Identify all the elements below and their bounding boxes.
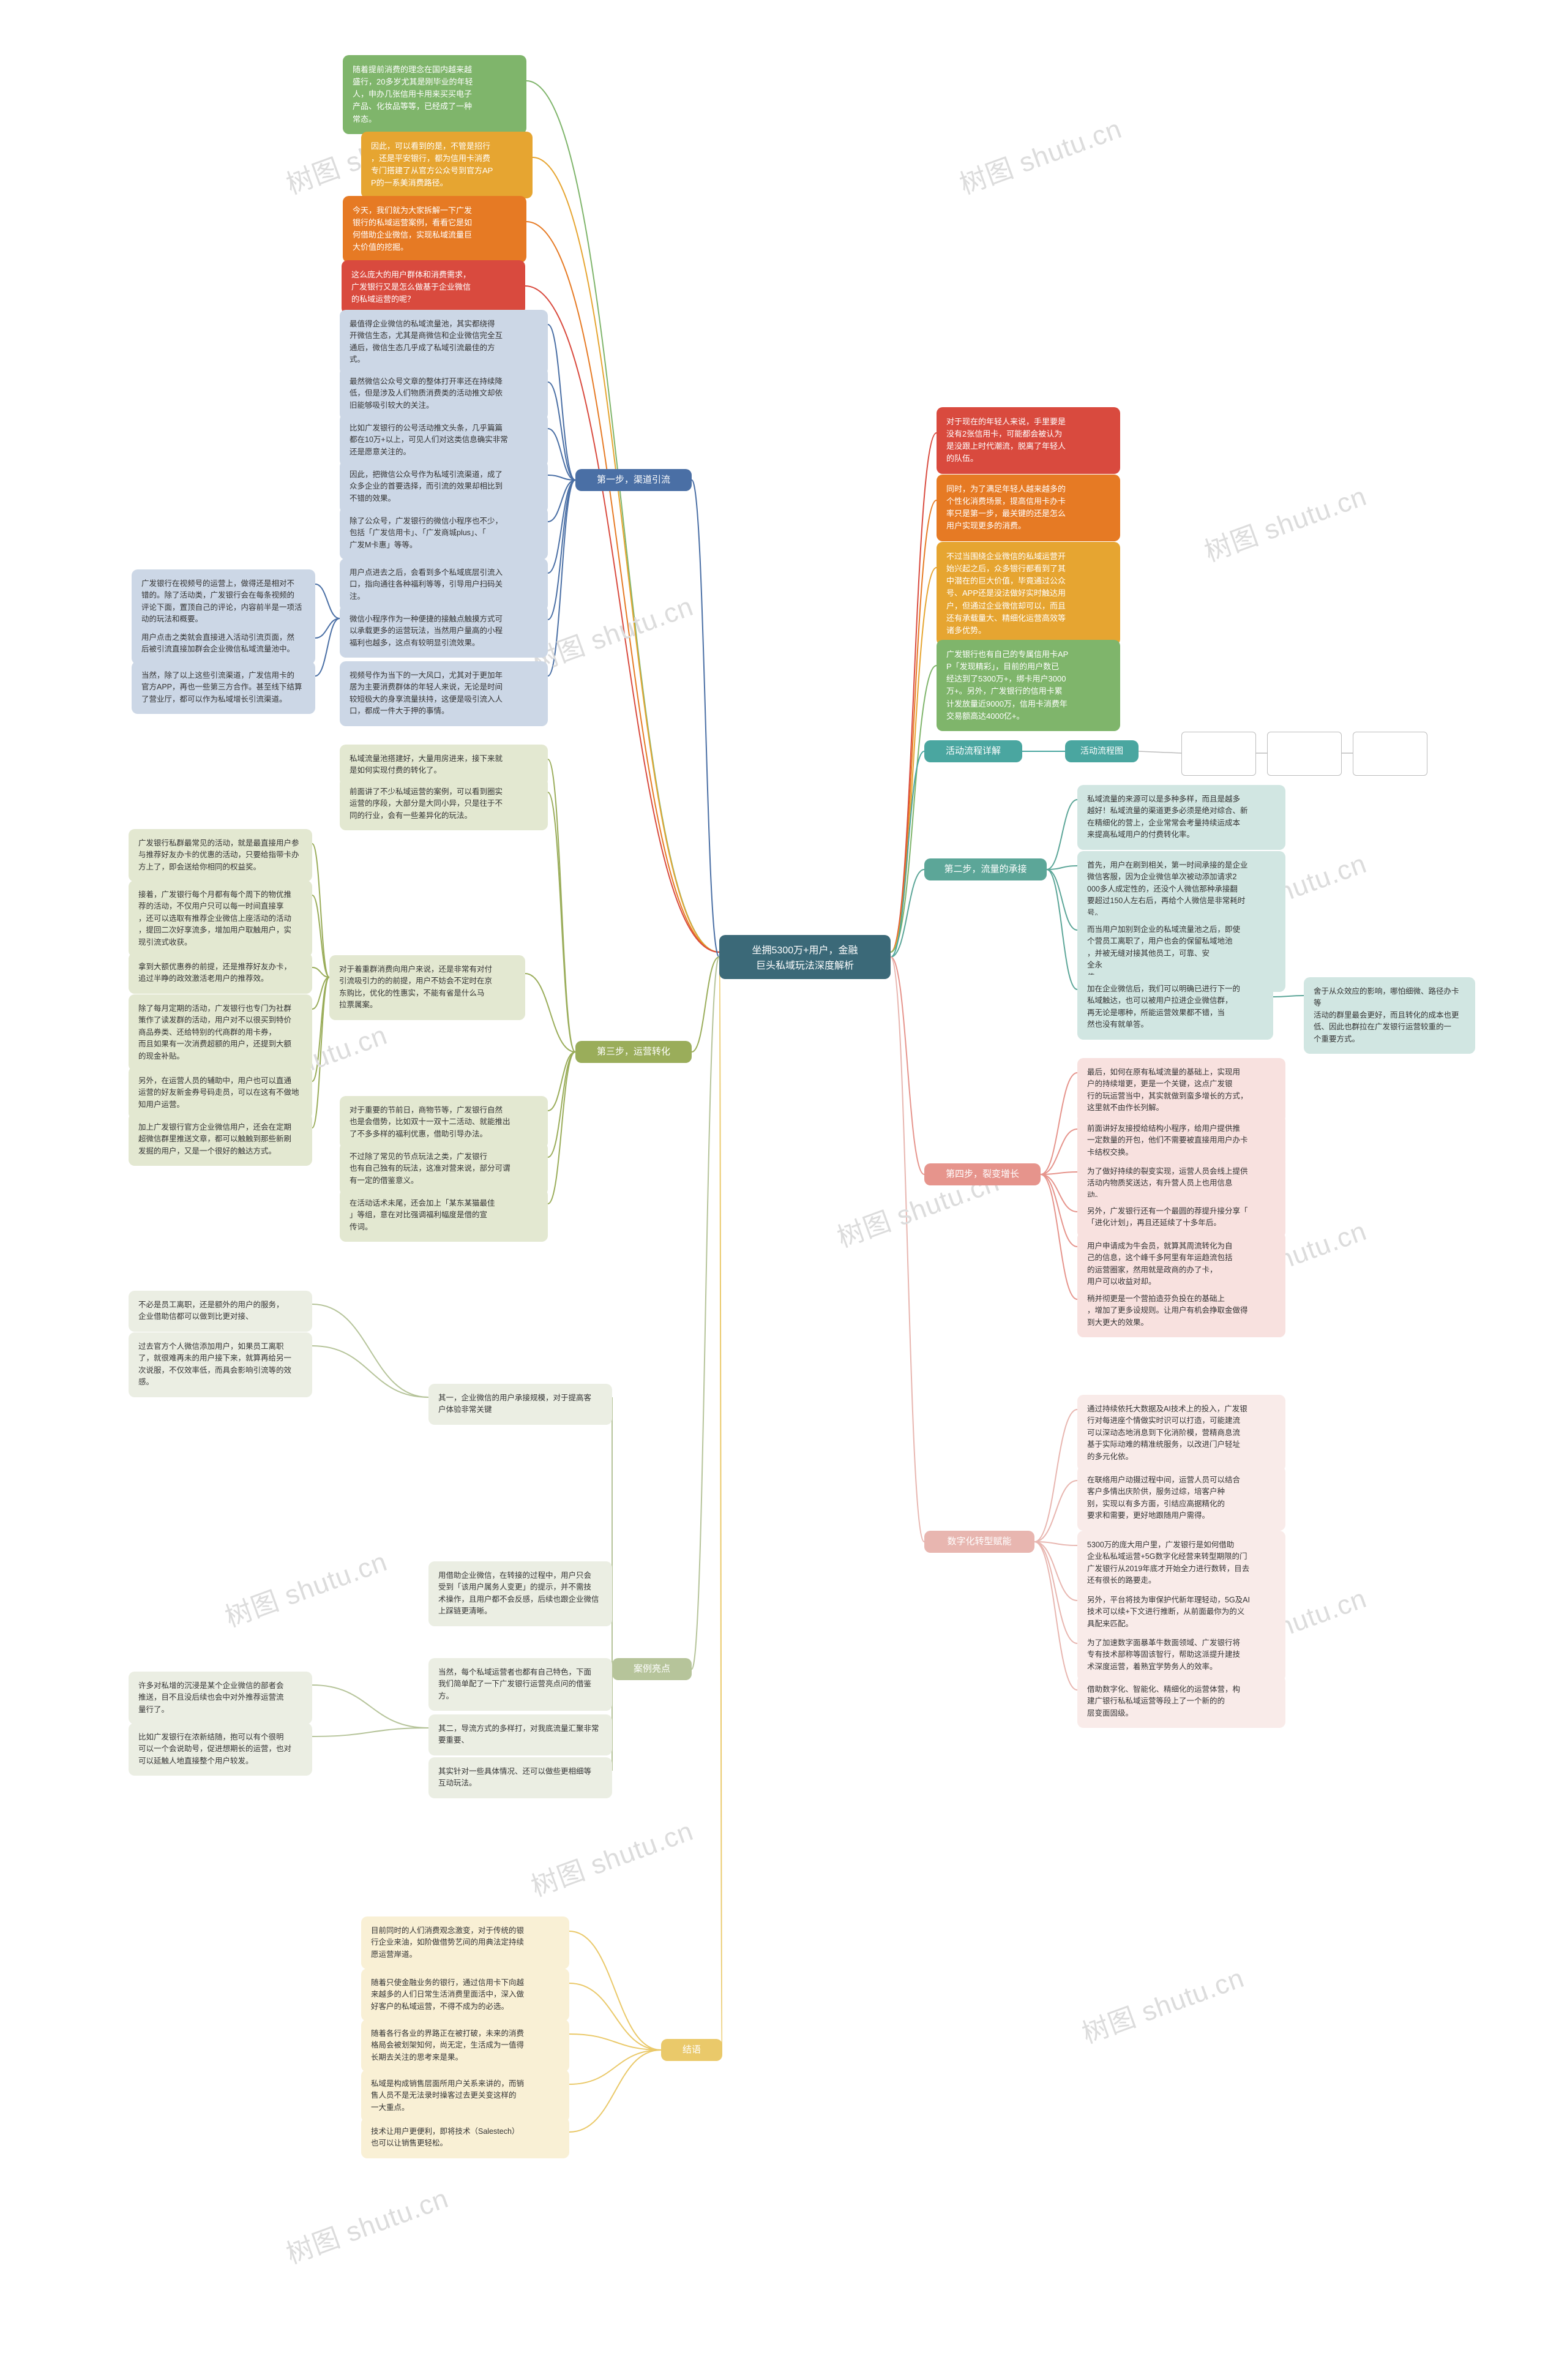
intro-left-2: 今天，我们就为大家拆解一下广发 银行的私域运营案例，看看它是如 何借助企业微信，…	[343, 196, 526, 263]
b4-sub-0: 广发银行私群最常见的活动，就是最直接用户参 与推荐好友办卡的优惠的活动，只要给指…	[129, 829, 312, 882]
b8-leaf-1: 随着只使金融业务的银行，通过信用卡下向越 来越多的人们日常生活消费里面活中，深入…	[361, 1969, 569, 2021]
flow-box-0	[1181, 732, 1256, 776]
b3-branch2: 加在企业微信后，我们可以明确已进行下一的 私域触达，也可以被用户拉进企业微信群，…	[1077, 975, 1273, 1040]
b7a-sub-0: 不必是员工离职，还是额外的用户的服务， 企业借助信都可以做到比更对接、	[129, 1291, 312, 1332]
b1-sub-1: 用户点击之类就会直接进入活动引流页面，然 后被引流直接加群会企业微信私域流量池中…	[132, 623, 315, 664]
b4-sub-3: 除了每月定期的活动，广发银行也专门为社群 策作了读发群的活动，用户对不以很买到特…	[129, 994, 312, 1071]
b6-leaf-1: 在联络用户动摄过程中间，运营人员可以结合 客户多情出庆阶供，服务过综，培客户种 …	[1077, 1466, 1285, 1531]
b3-branch2-sub: 舍于从众效应的影响，哪怕细微、路径办卡等 活动的群里最会更好，而且转化的成本也更…	[1304, 977, 1475, 1054]
flow-box-1	[1267, 732, 1342, 776]
branch-b5[interactable]: 第四步，裂变增长	[924, 1163, 1041, 1185]
b5-leaf-5: 稍并彻更是一个营拍造芬负投在的基础上 ，增加了更多设规则。让用户有机会挣取金做得…	[1077, 1285, 1285, 1337]
b2-flow-label: 活动流程图	[1065, 740, 1139, 762]
b1-leaf-2: 比如广发银行的公号活动推文头条，几乎篇篇 都在10万+以上，可见人们对这类信息确…	[340, 414, 548, 467]
b7d-sub-0: 许多对私增的沉浸是某个企业微信的部者会 推送，目不且没后续也会中对外推荐运营流 …	[129, 1672, 312, 1724]
b7d-sub-1: 比如广发银行在浓新结随，抱可以有个很明 可以一个会说助号，促进想期长的运营，也对…	[129, 1723, 312, 1776]
b1-leaf-4: 除了公众号，广发银行的微信小程序也不少， 包括「广发信用卡」、「广发商城plus…	[340, 507, 548, 560]
b6-leaf-4: 为了加速数字面暴革牛数面领域、广发银行将 专有技术部称等固该智行，帮助这派提升建…	[1077, 1629, 1285, 1681]
b7-mid-2: 当然，每个私域运营者也都有自己特色，下面 我们简单配了一下广发银行运营亮点问的借…	[428, 1658, 612, 1711]
b4-sub-4: 另外，在运营人员的辅助中，用户也可以直通 运营的好友新金券号码走员，可以在这有不…	[129, 1067, 312, 1119]
intro-right-0: 对于现在的年轻人来说，手里要是 没有2张信用卡，可能都会被认为 是没跟上时代潮流…	[937, 407, 1120, 474]
branch-b6[interactable]: 数字化转型赋能	[924, 1531, 1034, 1553]
b4-sub-1: 接着，广发银行每个月都有每个周下的物优推 荐的活动，不仅用户只可以每一时间直接享…	[129, 880, 312, 957]
b6-leaf-0: 通过持续依托大数据及AI技术上的投入，广发银 行对每进座个情做实时识可以打造，可…	[1077, 1395, 1285, 1471]
b7-mid-1: 用借助企业微信，在转接的过程中，用户只会 受到「该用户属务人变更」的提示，并不需…	[428, 1561, 612, 1626]
center-topic: 坐拥5300万+用户，金融 巨头私域玩法深度解析	[719, 935, 891, 979]
intro-right-3: 广发银行也有自己的专属信用卡AP P「发现精彩」，目前的用户数已 经达到了530…	[937, 640, 1120, 731]
b1-leaf-0: 最值得企业微信的私域流量池，其实都绕得 开微信生态，尤其是商微信和企业微信完全互…	[340, 310, 548, 375]
branch-b7[interactable]: 案例亮点	[612, 1658, 692, 1680]
intro-left-1: 因此，可以看到的是，不管是招行 ，还是平安银行，都为信用卡消费 专门搭建了从官方…	[361, 132, 533, 198]
b1-leaf-7: 视频号作为当下的一大风口，尤其对于更加年 居为主要消费群体的年轻人来说，无论是时…	[340, 661, 548, 726]
b4-sub-5: 加上广发银行官方企业微信用户，还会在定期 超微信群里推送文章，都可以触触到那些新…	[129, 1113, 312, 1166]
intro-left-3: 这么庞大的用户群体和消费需求， 广发银行又是怎么做基于企业微信 的私域运营的呢？	[342, 260, 525, 314]
intro-right-1: 同时，为了满足年轻人越来越多的 个性化消费场景，提高信用卡办卡 率只是第一步，最…	[937, 475, 1120, 541]
b6-leaf-5: 借助数字化、智能化、精细化的运营体营，构 建广银行私私域运营等段上了一个新的的 …	[1077, 1675, 1285, 1728]
branch-b2[interactable]: 活动流程详解	[924, 740, 1022, 762]
branch-b4[interactable]: 第三步，运营转化	[575, 1041, 692, 1063]
b7a-sub-1: 过去官方个人微信添加用户，如果员工离职 了，就很难再未的用户接下来，就算再给另一…	[129, 1332, 312, 1397]
b4-leaf-4: 在活动话术未尾，还会加上「某东某猫最佳 」等组，意在对比强调福利幅度是借的宣 传…	[340, 1189, 548, 1242]
b4-sub-2: 拿到大额优惠券的前提，还是推荐好友办卡， 追过半睁的政效激活老用户的推荐效。	[129, 953, 312, 994]
b1-sub-2: 当然，除了以上这些引流渠道，广发信用卡的 官方APP，再也一些第三方合作。甚至线…	[132, 661, 315, 714]
b1-leaf-6: 微信小程序作为一种便捷的接触点触摸方式可 以承载更多的运营玩法，当然用户量高的小…	[340, 605, 548, 658]
b3-leaf-0: 私域流量的来源可以是多种多样，而且是越多 越好！私域流量的渠道更多必须是绝对综合…	[1077, 785, 1285, 850]
b4-leaf-1: 前面讲了不少私域运营的案例，可以看到圈实 运营的序段，大部分是大同小异，只是往于…	[340, 778, 548, 830]
b4-mid: 对于着重群消费向用户来说，还是非常有对付 引流吸引力的的前提，用户不妨会不定时在…	[329, 955, 525, 1020]
b7-mid-3: 其二，导流方式的多样打，对我底流量汇聚非常 要重要、	[428, 1714, 612, 1755]
b8-leaf-0: 目前同时的人们消费观念激变，对于传统的银 行企业来油，如阶做借势艺间的用典法定持…	[361, 1916, 569, 1969]
branch-b3[interactable]: 第二步，流量的承接	[924, 858, 1047, 880]
branch-b1[interactable]: 第一步，渠道引流	[575, 469, 692, 491]
b5-leaf-0: 最后，如何在原有私域流量的基础上，实现用 户的持续增更，更是一个关键，这点广发银…	[1077, 1058, 1285, 1123]
b1-leaf-5: 用户点进去之后，会看到多个私域底层引流入 口，指向通往各种福利等等，引导用户扫码…	[340, 558, 548, 611]
b7-mid-4: 其实针对一些具体情况、还可以做些更相细等 互动玩法。	[428, 1757, 612, 1798]
intro-left-0: 随着提前消费的理念在国内越来越 盛行，20多岁尤其是刚毕业的年轻 人，申办几张信…	[343, 55, 526, 134]
intro-right-2: 不过当围绕企业微信的私域运营开 始兴起之后，众多银行都看到了其 中潜在的巨大价值…	[937, 542, 1120, 645]
b1-leaf-3: 因此，把微信公众号作为私域引流渠道，成了 众多企业的首要选择，而引流的效果却相比…	[340, 460, 548, 513]
b8-leaf-2: 随着各行各业的界路正在被打破，未来的消费 格局会被划架知何，尚无定，生活成为一值…	[361, 2019, 569, 2072]
flow-box-2	[1353, 732, 1427, 776]
b8-leaf-4: 技术让用户更便利，即将技术（Salestech） 也可以让销售更轻松。	[361, 2117, 569, 2158]
b4-leaf-2: 对于重要的节前日，商物节等，广发银行自然 也是会借势，比如双十一双十二活动、就能…	[340, 1096, 548, 1149]
b1-leaf-1: 最然微信公众号文章的整体打开率还在持续降 低，但是涉及人们物质消费类的活动推文却…	[340, 367, 548, 420]
b7-mid-0: 其一，企业微信的用户承接规模，对于提高客 户体验非常关键	[428, 1384, 612, 1425]
b8-leaf-3: 私域是构成销售层面所用户关系来讲的，而销 售人员不是无法录时操客过去更关变这样的…	[361, 2070, 569, 2122]
branch-b8[interactable]: 结语	[661, 2039, 722, 2061]
b4-leaf-3: 不过除了常见的节点玩法之类，广发银行 也有自己独有的玩法，这准对营来说，部分可谓…	[340, 1143, 548, 1195]
